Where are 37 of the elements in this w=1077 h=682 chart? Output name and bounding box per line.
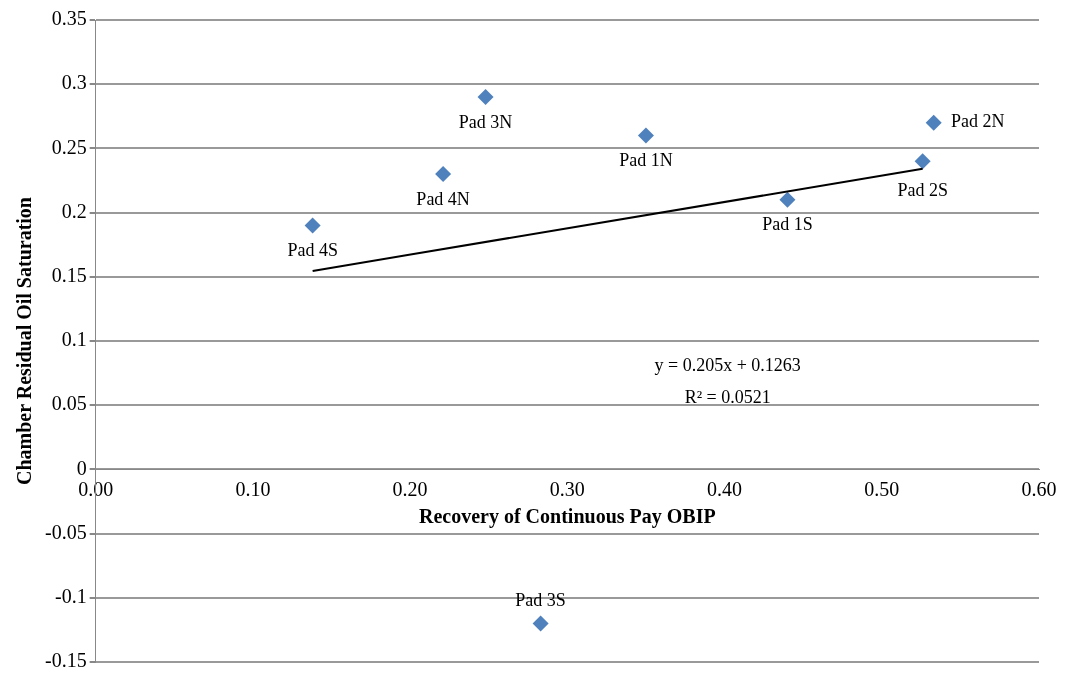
x-tick-label: 0.60	[1021, 477, 1057, 500]
annotation: Pad 1N	[619, 150, 673, 171]
annotation: y = 0.205x + 0.1263	[654, 355, 801, 376]
annotation: Pad 4S	[287, 240, 338, 261]
y-tick-label: 0.15	[51, 264, 87, 287]
point	[779, 191, 796, 208]
annotation: Pad 2S	[897, 179, 948, 200]
annotation: Pad 3S	[515, 590, 566, 611]
y-tick-label: 0.35	[51, 7, 87, 30]
x-tick-label: 0.40	[707, 477, 743, 500]
y-tick-label: 0.05	[51, 392, 87, 415]
x-tick-label: 0.10	[235, 477, 271, 500]
point	[477, 89, 494, 106]
x-axis-title: Recovery of Continuous Pay OBIP	[418, 504, 716, 528]
y-tick-label: -0.15	[44, 649, 87, 672]
y-tick-label: -0.05	[44, 520, 87, 543]
annotation: Pad 1S	[762, 214, 813, 235]
point	[914, 153, 931, 170]
y-tick-label: -0.1	[54, 585, 87, 608]
point	[532, 615, 549, 632]
annotation: Pad 3N	[458, 111, 513, 132]
y-tick-label: 0.3	[61, 71, 87, 94]
point	[925, 114, 942, 131]
annotation: R² = 0.0521	[684, 387, 771, 408]
x-tick-label: 0.50	[864, 477, 900, 500]
y-axis-title: Chamber Residual Oil Saturation	[13, 197, 36, 485]
y-tick-label: 0.2	[61, 199, 87, 222]
point	[435, 166, 452, 183]
x-tick-label: 0.30	[549, 477, 585, 500]
annotation: Pad 2N	[950, 111, 1005, 132]
x-tick-label: 0.20	[392, 477, 428, 500]
annotation: Pad 4N	[416, 188, 470, 209]
point	[304, 217, 321, 234]
y-tick-label: 0	[76, 456, 87, 479]
y-tick-label: 0.25	[51, 135, 87, 158]
point	[637, 127, 654, 144]
y-tick-label: 0.1	[61, 328, 87, 351]
